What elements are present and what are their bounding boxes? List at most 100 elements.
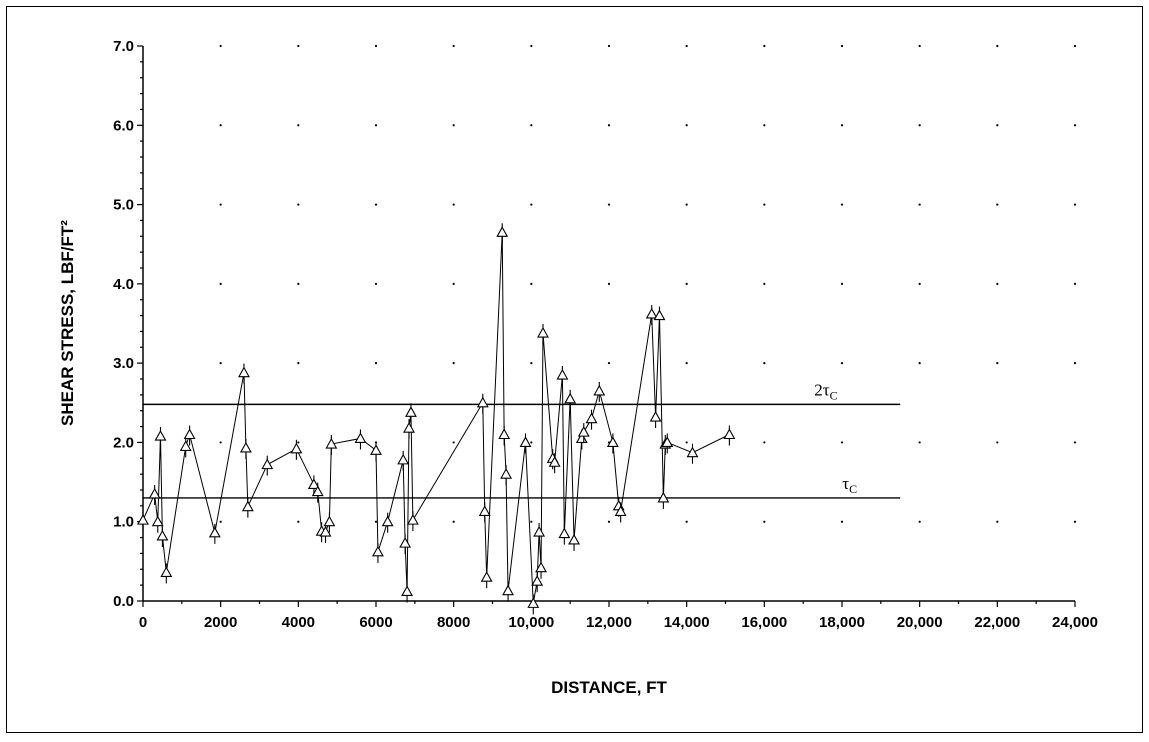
grid-dot bbox=[530, 44, 533, 48]
data-point bbox=[319, 525, 332, 537]
data-point bbox=[519, 436, 532, 447]
grid-dot bbox=[219, 441, 222, 444]
x-tick-label: 6000 bbox=[359, 614, 392, 631]
data-point bbox=[179, 440, 192, 451]
grid-dot bbox=[685, 124, 688, 127]
data-series bbox=[137, 223, 736, 615]
grid-dot bbox=[996, 520, 999, 523]
grid-dot bbox=[297, 441, 300, 444]
chart-frame bbox=[6, 6, 1143, 733]
x-tick-label: 20,000 bbox=[897, 614, 943, 631]
y-axis-title: SHEAR STRESS, LBF/FT² bbox=[58, 220, 77, 426]
grid-dot bbox=[840, 44, 844, 48]
axis-labels: DISTANCE, FT SHEAR STRESS, LBF/FT² bbox=[58, 220, 668, 697]
data-point bbox=[537, 326, 549, 338]
grid-dot bbox=[840, 441, 844, 444]
data-point bbox=[405, 406, 417, 417]
data-point bbox=[657, 491, 670, 503]
grid-dot bbox=[685, 441, 688, 444]
grid-dot bbox=[996, 124, 999, 127]
data-point bbox=[606, 436, 619, 447]
grid-dot bbox=[297, 203, 300, 206]
x-tick-label: 0 bbox=[139, 614, 147, 631]
grid-dot bbox=[918, 124, 921, 127]
grid-dot bbox=[840, 124, 844, 127]
grid-dot bbox=[996, 441, 999, 444]
grid-dot bbox=[685, 282, 688, 285]
grid-dot bbox=[219, 124, 222, 127]
y-tick-label: 6.0 bbox=[113, 117, 134, 134]
grid-dot bbox=[918, 203, 921, 206]
grid-dots bbox=[219, 44, 1077, 523]
grid-dot bbox=[763, 520, 766, 523]
grid-dot bbox=[607, 44, 611, 48]
data-point bbox=[575, 432, 588, 444]
data-point bbox=[151, 515, 164, 527]
grid-dot bbox=[1073, 282, 1077, 285]
grid-dot bbox=[452, 203, 455, 206]
grid-dot bbox=[452, 441, 455, 444]
grid-dot bbox=[530, 282, 533, 285]
data-point bbox=[154, 429, 167, 441]
data-point bbox=[148, 487, 161, 499]
grid-dot bbox=[297, 520, 300, 523]
data-point bbox=[496, 226, 509, 237]
grid-dot bbox=[297, 282, 300, 285]
grid-dot bbox=[918, 362, 921, 365]
data-point bbox=[397, 453, 410, 465]
grid-dot bbox=[452, 124, 455, 127]
y-tick-label: 7.0 bbox=[113, 38, 134, 55]
x-tick-label: 16,000 bbox=[741, 614, 787, 631]
reference-line-label: 2τC bbox=[814, 380, 837, 402]
data-point bbox=[548, 456, 561, 467]
grid-dot bbox=[840, 203, 844, 206]
grid-dot bbox=[219, 282, 222, 285]
x-tick-label: 8000 bbox=[437, 614, 470, 631]
grid-dot bbox=[763, 282, 766, 285]
grid-dot bbox=[685, 520, 688, 523]
grid-dot bbox=[918, 44, 921, 48]
data-point bbox=[323, 515, 336, 527]
x-tick-label: 10,000 bbox=[508, 614, 554, 631]
grid-dot bbox=[1073, 44, 1077, 48]
grid-dot bbox=[1073, 203, 1077, 206]
data-point bbox=[399, 536, 412, 548]
grid-dot bbox=[374, 44, 378, 48]
grid-dot bbox=[1073, 520, 1077, 523]
data-point bbox=[531, 575, 544, 586]
grid-dot bbox=[297, 362, 300, 365]
data-point bbox=[156, 529, 169, 541]
y-tick-label: 0.0 bbox=[113, 593, 134, 610]
data-point bbox=[480, 571, 493, 582]
grid-dot bbox=[374, 124, 378, 127]
grid-dot bbox=[996, 44, 999, 48]
y-tick-label: 1.0 bbox=[113, 514, 134, 531]
grid-dot bbox=[607, 520, 611, 523]
data-point bbox=[502, 584, 514, 596]
data-point bbox=[723, 428, 736, 440]
grid-dot bbox=[685, 362, 688, 365]
data-point bbox=[614, 505, 627, 516]
grid-dot bbox=[297, 124, 300, 127]
x-tick-label: 2000 bbox=[204, 614, 237, 631]
grid-dot bbox=[374, 282, 378, 285]
data-point bbox=[137, 513, 149, 525]
grid-dot bbox=[374, 203, 378, 206]
grid-dot bbox=[452, 362, 455, 365]
data-point bbox=[585, 412, 598, 424]
data-point bbox=[498, 428, 511, 440]
grid-dot bbox=[840, 282, 844, 285]
grid-dot bbox=[219, 203, 222, 206]
x-tick-label: 22,000 bbox=[974, 614, 1020, 631]
grid-dot bbox=[219, 362, 222, 365]
data-point bbox=[381, 515, 394, 527]
data-point bbox=[406, 513, 419, 525]
grid-dot bbox=[297, 44, 300, 48]
x-tick-label: 14,000 bbox=[664, 614, 710, 631]
grid-dot bbox=[1073, 362, 1077, 365]
data-point bbox=[535, 561, 547, 573]
data-point bbox=[645, 307, 658, 319]
grid-dot bbox=[607, 362, 611, 365]
y-tick-label: 2.0 bbox=[113, 434, 134, 451]
